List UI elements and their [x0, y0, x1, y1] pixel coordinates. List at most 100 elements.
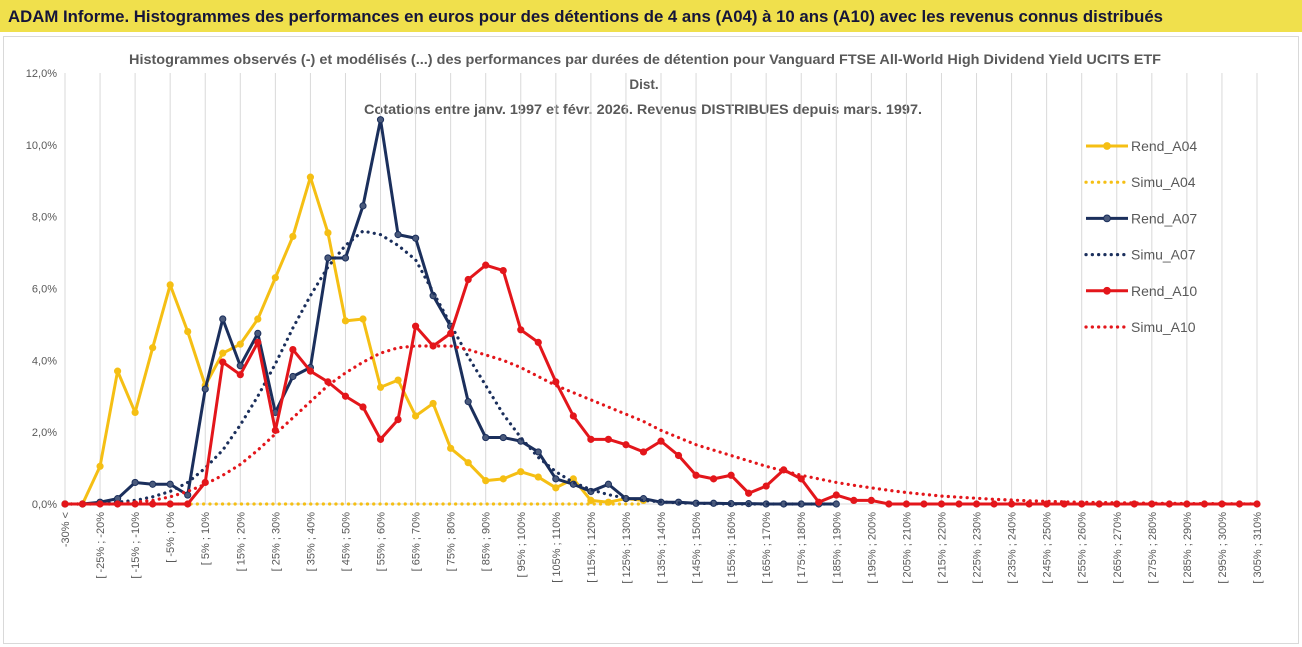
data-point-rend-a10 [289, 345, 297, 354]
x-tick-label: [ 305% ; 310% [1252, 512, 1264, 584]
legend-label: Simu_A07 [1131, 247, 1196, 263]
page-title: ADAM Informe. Histogrammes des performan… [8, 7, 1163, 26]
data-point-rend-a04 [482, 477, 490, 485]
data-point-rend-a10 [920, 500, 928, 508]
y-tick-label: 10,0% [26, 140, 57, 152]
header-band [0, 0, 1302, 32]
y-tick-label: 2,0% [32, 427, 57, 439]
data-point-rend-a10 [569, 412, 577, 420]
x-tick-label: [ 245% ; 250% [1042, 512, 1054, 584]
data-point-rend-a10 [534, 338, 542, 346]
data-point-rend-a10 [885, 500, 893, 508]
data-point-rend-a10 [499, 266, 507, 275]
data-point-rend-a10 [254, 338, 262, 346]
legend-label: Rend_A10 [1131, 283, 1197, 299]
data-point-rend-a10 [166, 500, 174, 508]
series-line-simu-a07 [63, 229, 838, 506]
data-point-rend-a10 [990, 500, 998, 508]
data-point-rend-a07 [341, 254, 350, 262]
data-point-rend-a04 [587, 496, 595, 505]
data-point-rend-a10 [972, 500, 981, 508]
x-tick-label: [ 85% ; 90% [481, 512, 493, 572]
data-point-rend-a07 [482, 433, 490, 442]
data-point-rend-a07 [464, 398, 472, 406]
data-point-rend-a04 [306, 173, 315, 181]
data-point-rend-a10 [797, 475, 805, 483]
data-point-rend-a07 [376, 116, 385, 124]
data-point-rend-a04 [236, 340, 244, 348]
x-tick-label: [ 155% ; 160% [726, 512, 738, 584]
x-tick-label: [ 195% ; 200% [866, 512, 878, 584]
data-point-rend-a07 [499, 433, 507, 442]
legend-label: Simu_A04 [1131, 174, 1196, 190]
data-point-rend-a07 [552, 475, 560, 483]
data-point-rend-a04 [254, 315, 262, 323]
data-point-rend-a04 [359, 315, 367, 323]
data-point-rend-a10 [727, 471, 735, 479]
y-tick-label: 8,0% [32, 212, 57, 224]
x-tick-label: [ -15% ; -10% [130, 512, 142, 579]
chart-title-line-3: Cotations entre janv. 1997 et févr. 2026… [364, 102, 922, 117]
x-tick-label: [ 285% ; 290% [1182, 512, 1194, 584]
data-point-rend-a04 [376, 383, 385, 391]
x-tick-label: -30% < [60, 512, 72, 547]
x-tick-label: [ 205% ; 210% [901, 512, 913, 584]
data-point-rend-a07 [166, 480, 174, 488]
data-point-rend-a04 [166, 281, 174, 289]
axis-labels: -30% < [ -25% ; -20% [ -15% ; -10% [ -5% ; … [26, 68, 1264, 584]
x-tick-label: [ 255% ; 260% [1077, 512, 1089, 584]
data-point-rend-a04 [219, 349, 227, 357]
data-point-rend-a07 [149, 480, 157, 488]
data-point-rend-a04 [96, 462, 104, 470]
data-point-rend-a07 [289, 372, 297, 381]
legend-label: Rend_A07 [1131, 210, 1197, 226]
chart-title-line-2: Dist. [629, 77, 658, 92]
data-point-rend-a07 [201, 385, 209, 393]
data-point-rend-a10 [1007, 500, 1016, 508]
data-point-rend-a04 [113, 367, 122, 375]
x-tick-label: [ 295% ; 300% [1217, 512, 1229, 584]
data-point-rend-a10 [184, 500, 192, 508]
data-point-rend-a10 [850, 496, 858, 505]
x-tick-label: [ 75% ; 80% [446, 512, 458, 572]
x-tick-label: [ -25% ; -20% [95, 512, 107, 579]
data-point-rend-a07 [131, 478, 139, 487]
data-point-rend-a07 [411, 234, 420, 242]
data-point-rend-a07 [832, 500, 840, 508]
data-point-rend-a04 [149, 344, 157, 352]
x-tick-label: [ 185% ; 190% [831, 512, 843, 584]
x-tick-label: [ 5% ; 10% [200, 512, 212, 565]
data-point-rend-a10 [604, 435, 613, 443]
data-point-rend-a07 [394, 231, 402, 239]
legend-item-rend-a07: Rend_A07 [1086, 210, 1197, 226]
y-tick-label: 6,0% [32, 284, 57, 296]
legend-item-simu-a04: Simu_A04 [1084, 174, 1196, 190]
series-line-rend-a04 [65, 175, 644, 506]
y-tick-label: 12,0% [26, 68, 57, 80]
x-tick-label: [ 165% ; 170% [761, 512, 773, 584]
chart-title-line-1: Histogrammes observés (-) et modélisés (… [129, 52, 1161, 67]
data-point-rend-a04 [289, 232, 297, 241]
data-point-rend-a10 [674, 451, 683, 460]
legend-label: Simu_A10 [1131, 319, 1196, 335]
legend-item-rend-a04: Rend_A04 [1086, 138, 1197, 154]
data-point-rend-a07 [359, 202, 367, 210]
x-tick-label: [ 145% ; 150% [691, 512, 703, 584]
data-point-rend-a10 [359, 403, 367, 411]
data-point-rend-a04 [271, 274, 279, 282]
data-point-rend-a10 [219, 358, 227, 366]
legend-item-rend-a10: Rend_A10 [1086, 283, 1197, 299]
data-point-rend-a10 [411, 322, 420, 330]
legend: Rend_A04 Simu_A04 Rend_A07 Simu_A07 Rend_A10… [1084, 138, 1197, 335]
data-point-rend-a10 [639, 448, 648, 456]
series-layer [61, 116, 1261, 508]
x-tick-label: [ 95% ; 100% [516, 512, 528, 578]
x-tick-label: [ 25% ; 30% [270, 512, 282, 572]
legend-marker [1103, 142, 1111, 150]
data-point-rend-a07 [236, 362, 244, 370]
data-point-rend-a04 [499, 475, 507, 483]
data-point-rend-a04 [184, 328, 192, 336]
data-point-rend-a04 [131, 408, 139, 417]
data-point-rend-a10 [394, 416, 402, 424]
data-point-rend-a10 [937, 500, 946, 508]
